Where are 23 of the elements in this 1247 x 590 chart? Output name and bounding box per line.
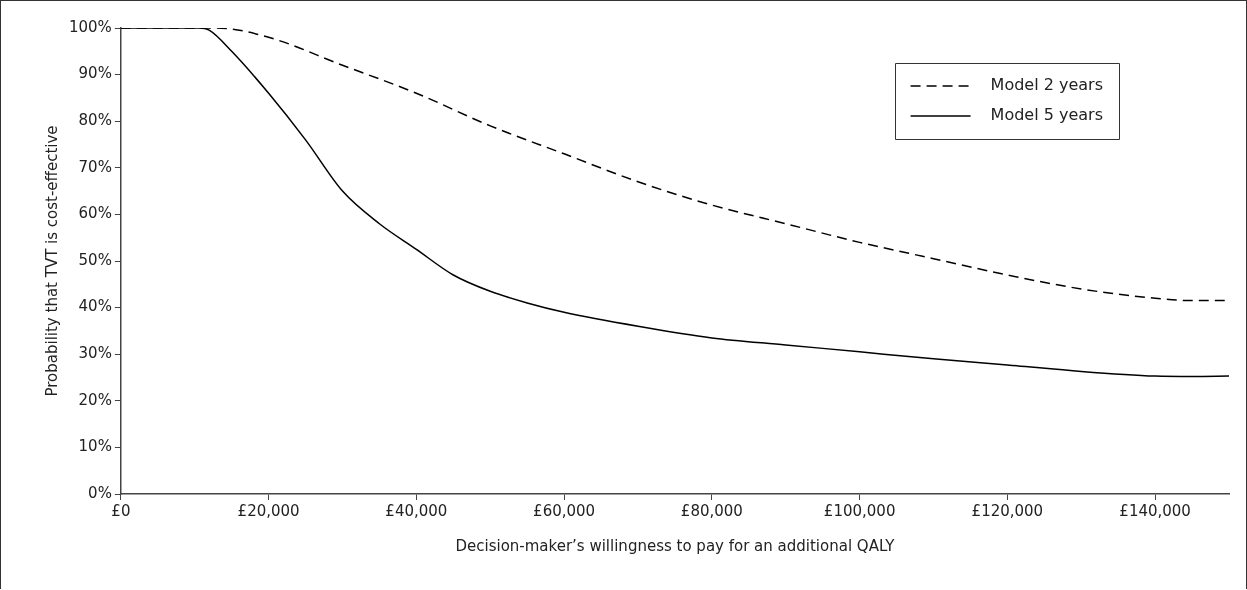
- x-tick-label: £100,000: [823, 501, 896, 520]
- x-tick-label: £20,000: [237, 501, 300, 520]
- y-tick-label: 80%: [78, 111, 112, 130]
- y-tick-label: 100%: [68, 17, 112, 36]
- y-tick-label: 0%: [88, 483, 112, 502]
- x-axis-title: Decision-maker’s willingness to pay for an additional QALY: [455, 536, 896, 555]
- y-tick-label: 20%: [78, 390, 112, 409]
- y-tick-label: 50%: [78, 250, 112, 269]
- x-tick-label: £40,000: [385, 501, 448, 520]
- legend-label: Model 5 years: [990, 105, 1103, 125]
- y-tick-label: 60%: [78, 204, 112, 223]
- x-tick-label: £60,000: [533, 501, 596, 520]
- x-tick-label: £140,000: [1119, 501, 1191, 520]
- y-tick-label: 70%: [78, 157, 112, 176]
- x-tick-label: £0: [111, 501, 131, 520]
- y-axis-title: Probability that TVT is cost-effective: [42, 125, 61, 397]
- x-tick-label: £80,000: [680, 501, 743, 520]
- legend-label: Model 2 years: [990, 75, 1103, 95]
- y-tick-label: 10%: [78, 437, 112, 456]
- y-tick-label: 90%: [78, 64, 112, 83]
- x-tick-label: £120,000: [971, 501, 1044, 520]
- y-tick-label: 40%: [78, 297, 112, 316]
- y-tick-label: 30%: [78, 344, 112, 363]
